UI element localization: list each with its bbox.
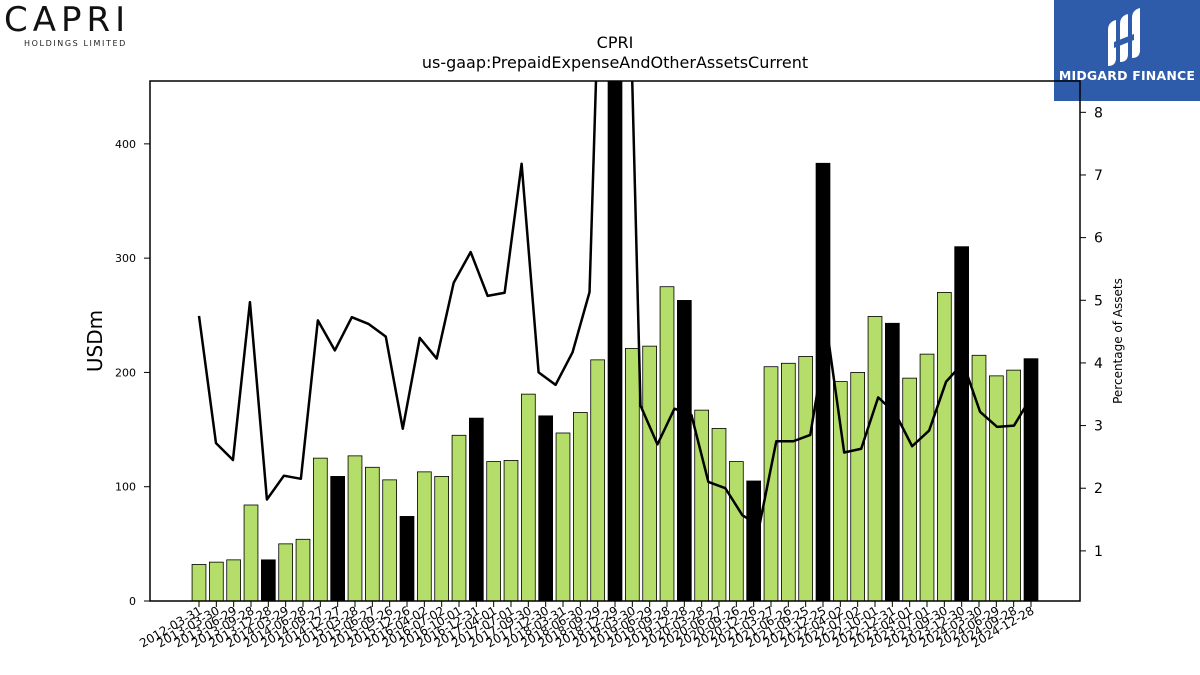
chart-subtitle: us-gaap:PrepaidExpenseAndOtherAssetsCurr… bbox=[422, 53, 808, 72]
bar bbox=[503, 460, 519, 601]
bar bbox=[191, 564, 207, 601]
bar bbox=[521, 393, 536, 601]
bar bbox=[989, 375, 1004, 601]
y2-tick-label: 1 bbox=[1094, 544, 1103, 560]
bar bbox=[347, 455, 363, 601]
bar bbox=[260, 559, 276, 601]
bar bbox=[208, 561, 224, 601]
bar bbox=[798, 356, 813, 601]
bar bbox=[919, 353, 935, 601]
bar bbox=[243, 504, 259, 601]
capri-logo-subtitle: HOLDINGS LIMITED bbox=[24, 39, 127, 48]
bar bbox=[451, 434, 467, 601]
bar bbox=[538, 415, 553, 601]
right-axis: 1 2 3 4 5 6 7 8 bbox=[1080, 105, 1103, 560]
bar bbox=[312, 457, 328, 601]
bar bbox=[694, 409, 709, 601]
bar bbox=[763, 366, 779, 601]
bar bbox=[590, 359, 605, 601]
bar-series bbox=[191, 81, 1039, 601]
capri-logo-word: CAPRI bbox=[4, 0, 131, 40]
bar bbox=[850, 372, 865, 601]
bar bbox=[416, 471, 432, 601]
y2-tick-label: 4 bbox=[1094, 356, 1103, 372]
y2-tick-label: 2 bbox=[1094, 481, 1103, 497]
y-axis-label: USDm bbox=[83, 310, 107, 372]
bar bbox=[746, 480, 761, 601]
capri-logo: CAPRI HOLDINGS LIMITED bbox=[4, 2, 154, 52]
y2-tick-label: 8 bbox=[1094, 105, 1103, 121]
bar bbox=[399, 516, 415, 601]
y2-tick-label: 7 bbox=[1094, 168, 1103, 184]
bar bbox=[729, 461, 744, 601]
line-series bbox=[197, 81, 1033, 528]
bar bbox=[833, 381, 848, 601]
bar bbox=[625, 348, 640, 601]
bar bbox=[364, 466, 380, 601]
bar bbox=[295, 538, 311, 601]
bar bbox=[278, 543, 294, 601]
x-axis: 2012-03-312013-03-302013-06-292013-09-28… bbox=[137, 601, 1037, 650]
chart-title: CPRI bbox=[597, 33, 634, 52]
y2-tick-label: 3 bbox=[1094, 419, 1103, 435]
y2-tick-label: 5 bbox=[1094, 293, 1103, 309]
y-tick-label: 0 bbox=[129, 595, 136, 608]
bar bbox=[226, 559, 241, 601]
y-tick-label: 200 bbox=[115, 366, 136, 379]
bar bbox=[781, 362, 796, 601]
midgard-brand-text: MIDGARD FINANCE bbox=[1058, 68, 1196, 83]
bar bbox=[937, 292, 952, 601]
bar bbox=[902, 377, 917, 601]
bar bbox=[468, 417, 484, 601]
bar bbox=[434, 476, 450, 601]
bar bbox=[867, 316, 883, 601]
bar bbox=[1006, 369, 1021, 601]
bar bbox=[382, 479, 398, 601]
bar bbox=[711, 428, 727, 601]
bar bbox=[642, 345, 657, 601]
bar bbox=[486, 461, 502, 601]
y2-tick-label: 6 bbox=[1094, 231, 1103, 247]
midgard-mark-icon bbox=[1108, 8, 1140, 66]
bar bbox=[1023, 358, 1039, 601]
bar bbox=[971, 354, 987, 601]
y-tick-label: 100 bbox=[115, 481, 136, 494]
percentage-line bbox=[197, 81, 1033, 528]
bar bbox=[677, 300, 692, 601]
y2-axis-label: Percentage of Assets bbox=[1111, 278, 1125, 404]
bar bbox=[885, 322, 900, 601]
bar bbox=[607, 81, 623, 601]
y-tick-label: 400 bbox=[115, 138, 136, 151]
bar bbox=[954, 246, 969, 601]
bar bbox=[573, 412, 588, 601]
bar bbox=[659, 286, 675, 601]
y-tick-label: 300 bbox=[115, 252, 136, 265]
bar bbox=[555, 432, 571, 601]
bar bbox=[330, 476, 346, 601]
left-axis: 0 100 200 300 400 bbox=[115, 138, 150, 608]
midgard-finance-logo: MIDGARD FINANCE bbox=[1054, 0, 1200, 101]
